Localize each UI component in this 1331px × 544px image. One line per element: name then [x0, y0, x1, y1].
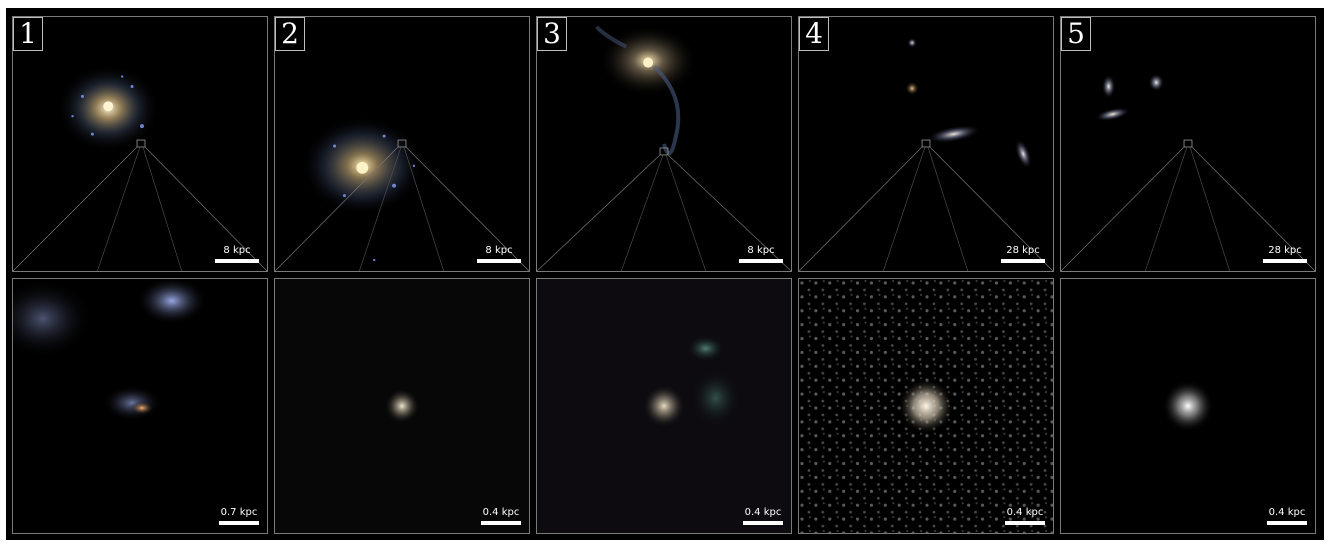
scale-bar: 0.4 kpc: [743, 507, 783, 525]
panel-1-zoom: 0.7 kpc: [12, 278, 268, 534]
scale-bar: 0.4 kpc: [1005, 507, 1045, 525]
scale-label: 28 kpc: [1006, 245, 1040, 256]
scale-line: [215, 259, 259, 263]
scale-label: 0.4 kpc: [744, 507, 782, 518]
panel-number: 2: [275, 17, 305, 51]
panel-number: 3: [537, 17, 567, 51]
scale-label: 8 kpc: [747, 245, 775, 256]
galaxy-image-3: [595, 24, 698, 156]
zoom-image-3: [537, 279, 791, 533]
galaxy-image-2: [300, 116, 424, 262]
scale-line: [743, 521, 783, 525]
galaxy-image-5: [1095, 73, 1193, 148]
panel-1-wide: 1 8 kpc: [12, 16, 268, 272]
zoom-image-1: [13, 279, 208, 421]
scale-line: [477, 259, 521, 263]
scale-line: [739, 259, 783, 263]
scale-bar: 8 kpc: [477, 245, 521, 263]
scale-bar: 28 kpc: [1001, 245, 1045, 263]
panel-2-wide: 2 8 kpc: [274, 16, 530, 272]
scale-line: [1267, 521, 1307, 525]
zoom-image-5: [1162, 380, 1214, 432]
panel-number: 4: [799, 17, 829, 51]
scale-label: 0.4 kpc: [1006, 507, 1044, 518]
panel-3-zoom: 0.4 kpc: [536, 278, 792, 534]
scale-line: [481, 521, 521, 525]
scale-bar: 0.7 kpc: [219, 507, 259, 525]
panel-5-zoom: 0.4 kpc: [1060, 278, 1316, 534]
scale-bar: 8 kpc: [215, 245, 259, 263]
scale-bar: 8 kpc: [739, 245, 783, 263]
galaxy-image-4: [905, 37, 1032, 170]
scale-line: [219, 521, 259, 525]
panel-2-zoom: 0.4 kpc: [274, 278, 530, 534]
scale-line: [1005, 521, 1045, 525]
scale-line: [1263, 259, 1307, 263]
zoom-image-2: [275, 279, 529, 533]
scale-label: 8 kpc: [223, 245, 251, 256]
panel-3-wide: 3 8 kpc: [536, 16, 792, 272]
panel-4-wide: 4 28 kpc: [798, 16, 1054, 272]
panel-number: 5: [1061, 17, 1091, 51]
scale-line: [1001, 259, 1045, 263]
panel-4-zoom: 0.4 kpc: [798, 278, 1054, 534]
scale-bar: 28 kpc: [1263, 245, 1307, 263]
scale-label: 0.4 kpc: [1268, 507, 1306, 518]
panel-number: 1: [13, 17, 43, 51]
panel-5-wide: 5 28 kpc: [1060, 16, 1316, 272]
scale-label: 28 kpc: [1268, 245, 1302, 256]
scale-bar: 0.4 kpc: [481, 507, 521, 525]
scale-label: 0.4 kpc: [482, 507, 520, 518]
galaxy-figure: 1 8 kpc 0.7 kpc: [6, 8, 1324, 540]
galaxy-image-1: [56, 64, 160, 152]
scale-label: 8 kpc: [485, 245, 513, 256]
scale-label: 0.7 kpc: [220, 507, 258, 518]
zoom-image-4: [799, 279, 1053, 533]
scale-bar: 0.4 kpc: [1267, 507, 1307, 525]
